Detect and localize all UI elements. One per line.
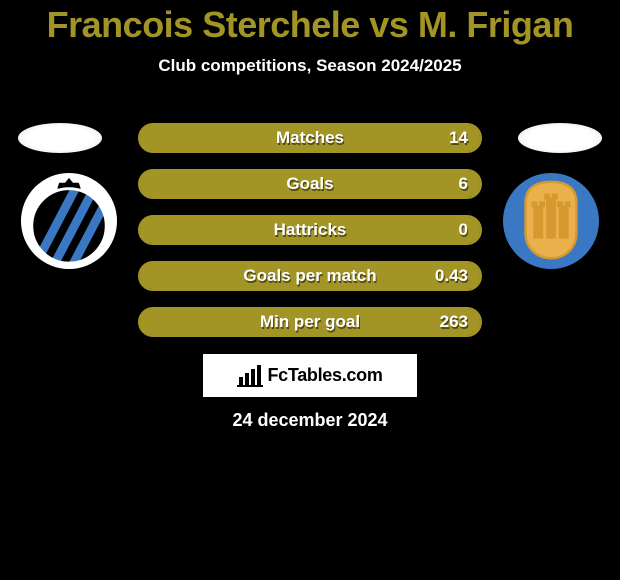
player-photo-left (18, 123, 102, 153)
subtitle: Club competitions, Season 2024/2025 (0, 56, 620, 76)
stat-bar-fill (140, 217, 480, 243)
date: 24 december 2024 (0, 410, 620, 431)
player-photo-right (518, 123, 602, 153)
stat-bar-fill (140, 309, 480, 335)
stat-bar-fill (140, 263, 480, 289)
stat-bar: Min per goal 263 (138, 307, 482, 337)
club-badge-right-svg (502, 172, 600, 270)
stat-bar: Hattricks 0 (138, 215, 482, 245)
watermark: FcTables.com (203, 354, 417, 397)
stat-bar: Matches 14 (138, 123, 482, 153)
page-title: Francois Sterchele vs M. Frigan (0, 0, 620, 46)
stat-bar: Goals per match 0.43 (138, 261, 482, 291)
stat-bars: Matches 14 Goals 6 Hattricks 0 Goals per… (138, 123, 482, 353)
club-badge-right (502, 172, 600, 270)
stat-bar-fill (140, 171, 480, 197)
stat-bar: Goals 6 (138, 169, 482, 199)
club-badge-left-svg (20, 172, 118, 270)
club-badge-left (20, 172, 118, 270)
bar-chart-icon (237, 365, 263, 387)
watermark-text: FcTables.com (267, 365, 382, 386)
stat-bar-fill (140, 125, 480, 151)
comparison-card: Francois Sterchele vs M. Frigan Club com… (0, 0, 620, 580)
